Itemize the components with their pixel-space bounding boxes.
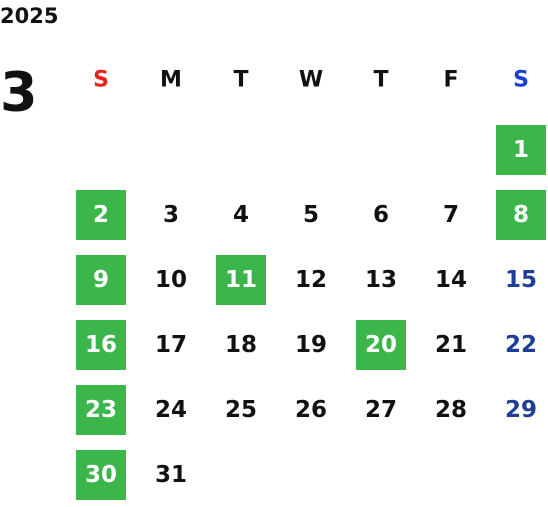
day-number: 13 [365, 267, 397, 293]
day-number: 5 [303, 202, 319, 228]
day-highlight [496, 190, 546, 240]
weekday-label: W [299, 68, 323, 93]
day-number: 4 [233, 202, 249, 228]
day-number: 30 [85, 462, 117, 488]
day-number: 23 [85, 397, 117, 423]
day-number: 1 [513, 137, 529, 163]
day-number: 27 [365, 397, 397, 423]
weekday-label: T [373, 68, 388, 93]
day-number: 9 [93, 267, 109, 293]
day-number: 11 [225, 267, 257, 293]
day-highlight [496, 125, 546, 175]
weekday-label: M [160, 68, 182, 93]
day-number: 19 [295, 332, 327, 358]
day-number: 31 [155, 462, 187, 488]
day-number: 6 [373, 202, 389, 228]
day-number: 29 [505, 397, 537, 423]
day-number: 25 [225, 397, 257, 423]
month: 3 [0, 61, 38, 124]
day-number: 26 [295, 397, 327, 423]
day-highlight [76, 190, 126, 240]
day-number: 8 [513, 202, 529, 228]
year: 2025 [0, 4, 58, 28]
day-number: 14 [435, 267, 467, 293]
weekday-label: F [443, 68, 458, 93]
day-number: 22 [505, 332, 537, 358]
day-highlight [356, 320, 406, 370]
day-number: 18 [225, 332, 257, 358]
day-number: 2 [93, 202, 109, 228]
day-number: 16 [85, 332, 117, 358]
day-highlight [76, 450, 126, 500]
weekday-label: S [513, 68, 529, 93]
weekday-label: S [93, 68, 109, 93]
day-number: 17 [155, 332, 187, 358]
day-highlight [76, 255, 126, 305]
day-number: 15 [505, 267, 537, 293]
day-number: 24 [155, 397, 187, 423]
day-number: 21 [435, 332, 467, 358]
day-number: 28 [435, 397, 467, 423]
day-highlight [76, 320, 126, 370]
weekday-label: T [233, 68, 248, 93]
day-highlight [76, 385, 126, 435]
day-highlight [216, 255, 266, 305]
day-number: 10 [155, 267, 187, 293]
day-number: 7 [443, 202, 459, 228]
day-number: 3 [163, 202, 179, 228]
day-number: 20 [365, 332, 397, 358]
day-number: 12 [295, 267, 327, 293]
